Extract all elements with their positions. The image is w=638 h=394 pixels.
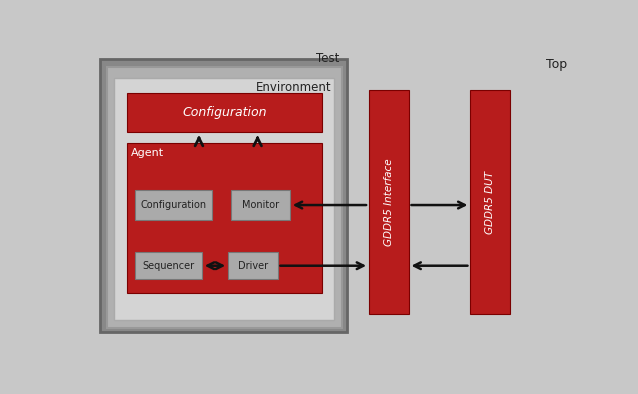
Bar: [127, 143, 322, 293]
Text: Top: Top: [545, 58, 567, 71]
Bar: [114, 78, 334, 320]
Bar: [107, 67, 342, 328]
Text: GDDR5 DUT: GDDR5 DUT: [485, 171, 495, 234]
Bar: [369, 90, 408, 314]
Bar: [127, 93, 322, 132]
Bar: [230, 190, 290, 220]
Text: Environment: Environment: [256, 81, 332, 94]
Text: GDDR5 Interface: GDDR5 Interface: [384, 158, 394, 246]
Bar: [135, 252, 202, 279]
Text: Test: Test: [316, 52, 339, 65]
Bar: [135, 190, 212, 220]
Bar: [100, 59, 347, 333]
Bar: [470, 90, 510, 314]
Text: Agent: Agent: [131, 148, 164, 158]
Bar: [228, 252, 278, 279]
Text: Configuration: Configuration: [182, 106, 267, 119]
Text: Monitor: Monitor: [242, 200, 279, 210]
Text: Configuration: Configuration: [140, 200, 207, 210]
Text: Driver: Driver: [238, 261, 268, 271]
Text: Sequencer: Sequencer: [142, 261, 195, 271]
